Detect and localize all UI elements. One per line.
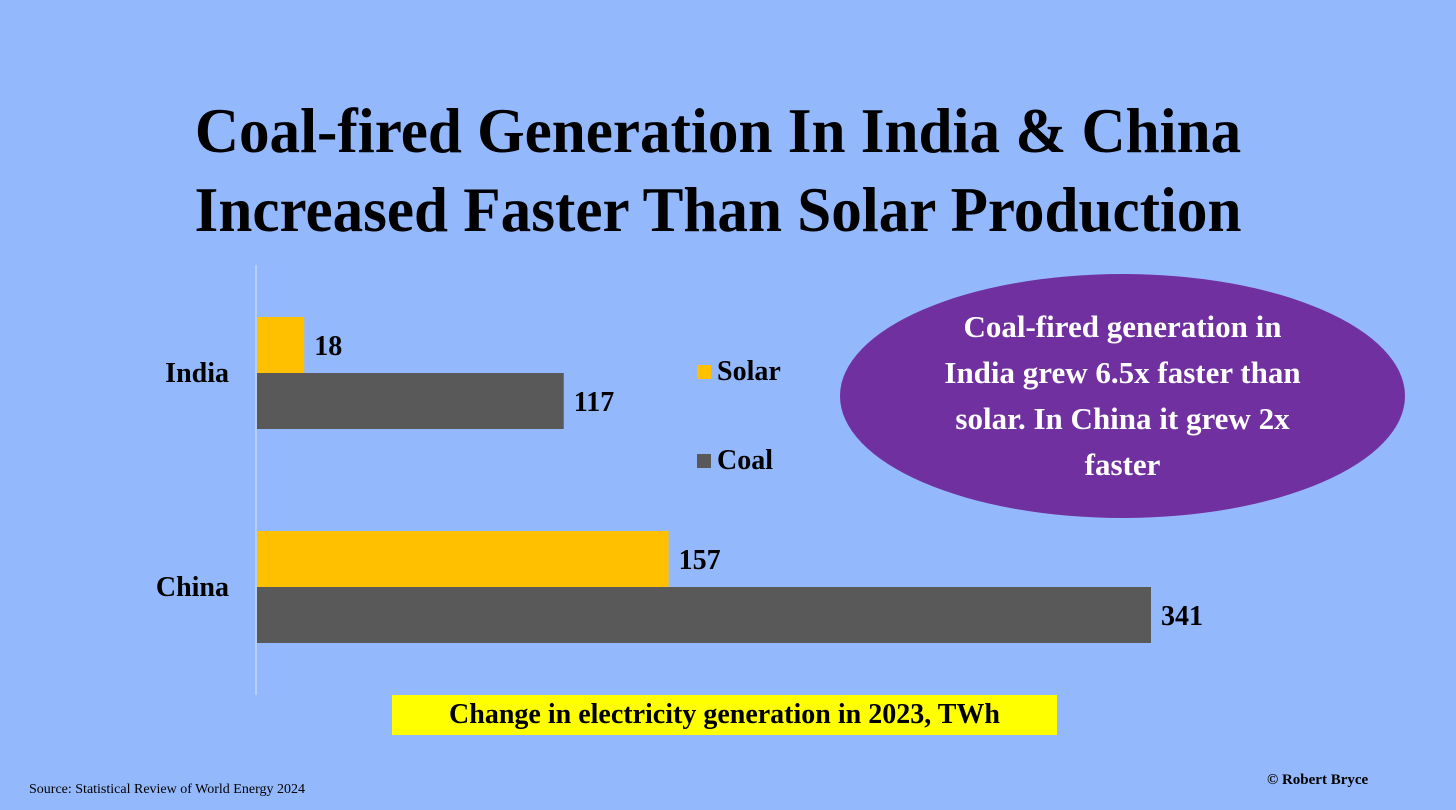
data-label-coal-china: 341 [1161,601,1203,632]
bar-solar-india [257,317,305,373]
category-label-india: India [165,358,229,389]
callout-ellipse: Coal-fired generation in India grew 6.5x… [840,274,1405,518]
axis-caption: Change in electricity generation in 2023… [392,695,1057,735]
data-label-solar-china: 157 [679,545,721,576]
bar-coal-china [257,587,1151,643]
legend-swatch-solar [697,365,711,379]
category-label-china: China [156,572,229,603]
copyright-credit: © Robert Bryce [1267,772,1369,788]
data-label-solar-india: 18 [314,331,342,362]
legend-label-solar: Solar [717,356,781,387]
legend-swatch-coal [697,454,711,468]
chart-title-line-1: Coal-fired Generation In India & China [194,96,1242,166]
source-note: Source: Statistical Review of World Ener… [29,782,305,797]
callout-text: Coal-fired generation in India grew 6.5x… [944,309,1301,482]
chart-title: Coal-fired Generation In India & China I… [22,92,1415,250]
chart-title-line-2: Increased Faster Than Solar Production [194,175,1242,245]
bar-coal-india [257,373,564,429]
bar-solar-china [257,531,669,587]
data-label-coal-india: 117 [574,387,614,418]
legend-item-solar: Solar [697,354,781,390]
legend-item-coal: Coal [697,443,773,479]
legend-label-coal: Coal [717,445,773,476]
